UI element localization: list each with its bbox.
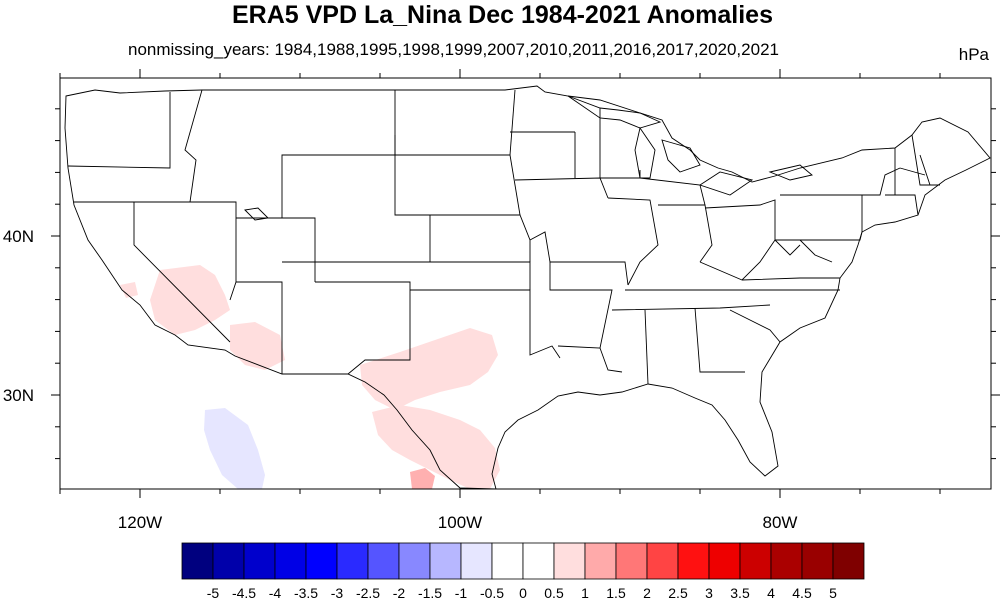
colorbar-label: 4: [767, 585, 775, 601]
colorbar-swatch: [491, 542, 524, 580]
colorbar-swatch: [615, 542, 648, 580]
colorbar-swatch: [212, 542, 245, 580]
map-title: ERA5 VPD La_Nina Dec 1984-2021 Anomalies: [232, 1, 773, 29]
country-outline: [64, 85, 991, 489]
colorbar-label: -3: [331, 585, 344, 601]
lon-label: 100W: [438, 513, 482, 532]
colorbar-swatch: [367, 542, 400, 580]
anomaly-region-south-texas-mexico: [372, 405, 500, 489]
colorbar-label: -2: [393, 585, 406, 601]
colorbar-swatch: [274, 542, 307, 580]
colorbar-swatch: [708, 542, 741, 580]
colorbar-label: 3: [705, 585, 713, 601]
colorbar-label: 1: [581, 585, 589, 601]
longitude-labels: 120W 100W 80W: [118, 513, 798, 532]
colorbar-swatch: [181, 542, 214, 580]
colorbar-label: 2: [643, 585, 651, 601]
colorbar-label: 0.5: [544, 585, 564, 601]
colorbar-swatch: [801, 542, 834, 580]
colorbar-swatch: [646, 542, 679, 580]
colorbar-label: 4.5: [792, 585, 812, 601]
colorbar-label: 1.5: [606, 585, 626, 601]
anomaly-region-texas-new-mexico: [360, 328, 498, 410]
units-label: hPa: [958, 45, 989, 64]
colorbar-label: -4: [269, 585, 282, 601]
colorbar-label: 2.5: [668, 585, 688, 601]
colorbar-label: -4.5: [232, 585, 256, 601]
colorbar-swatch: [832, 542, 865, 580]
colorbar-swatch: [677, 542, 710, 580]
map-subtitle: nonmissing_years: 1984,1988,1995,1998,19…: [128, 40, 779, 59]
anomaly-shading: [120, 265, 500, 489]
colorbar-swatch: [243, 542, 276, 580]
lat-label: 40N: [3, 227, 34, 246]
latitude-labels: 40N 30N: [3, 227, 34, 405]
colorbar: -5 -4.5 -4 -3.5 -3 -2.5 -2 -1.5 -1 -0.5 0 0.5 1 1.5 2 2…: [181, 542, 865, 601]
great-lakes: [244, 95, 813, 221]
colorbar-label: -2.5: [356, 585, 380, 601]
colorbar-swatch: [553, 542, 586, 580]
lon-label: 120W: [118, 513, 162, 532]
colorbar-label: -5: [207, 585, 220, 601]
colorbar-label: -1.5: [418, 585, 442, 601]
colorbar-label: -1: [455, 585, 468, 601]
anomaly-region-mexico-core: [410, 468, 435, 489]
state-boundaries: [64, 85, 991, 489]
colorbar-swatch: [584, 542, 617, 580]
colorbar-swatch: [770, 542, 803, 580]
colorbar-label: 3.5: [730, 585, 750, 601]
axis-ticks: [51, 69, 1000, 498]
colorbar-swatch: [460, 542, 493, 580]
lon-label: 80W: [763, 513, 798, 532]
colorbar-swatch: [336, 542, 369, 580]
plot-frame: [59, 77, 992, 490]
anomaly-region-pacific-baja: [204, 408, 265, 489]
colorbar-swatch: [398, 542, 431, 580]
map-plot-area: [64, 85, 991, 489]
colorbar-swatch: [429, 542, 462, 580]
colorbar-swatch: [305, 542, 338, 580]
anomaly-region-california-coast: [120, 282, 138, 298]
anomaly-region-arizona-desert: [230, 322, 285, 370]
colorbar-label: 5: [829, 585, 837, 601]
lat-label: 30N: [3, 386, 34, 405]
colorbar-swatch: [522, 542, 555, 580]
colorbar-label: -0.5: [480, 585, 504, 601]
anomaly-region-southern-california-nevada: [150, 265, 230, 335]
colorbar-label: -3.5: [294, 585, 318, 601]
colorbar-label: 0: [519, 585, 527, 601]
colorbar-swatch: [739, 542, 772, 580]
